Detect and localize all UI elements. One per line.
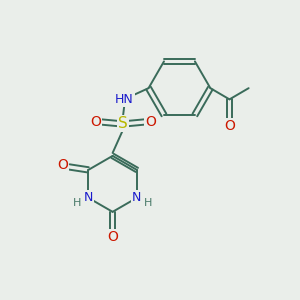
Text: N: N (132, 191, 142, 204)
Text: H: H (144, 198, 152, 208)
Text: O: O (145, 115, 156, 129)
Text: O: O (90, 115, 101, 129)
Text: O: O (224, 119, 235, 134)
Text: N: N (84, 191, 93, 204)
Text: O: O (107, 230, 118, 244)
Text: H: H (73, 198, 81, 208)
Text: HN: HN (115, 93, 134, 106)
Text: S: S (118, 116, 128, 131)
Text: O: O (57, 158, 68, 172)
